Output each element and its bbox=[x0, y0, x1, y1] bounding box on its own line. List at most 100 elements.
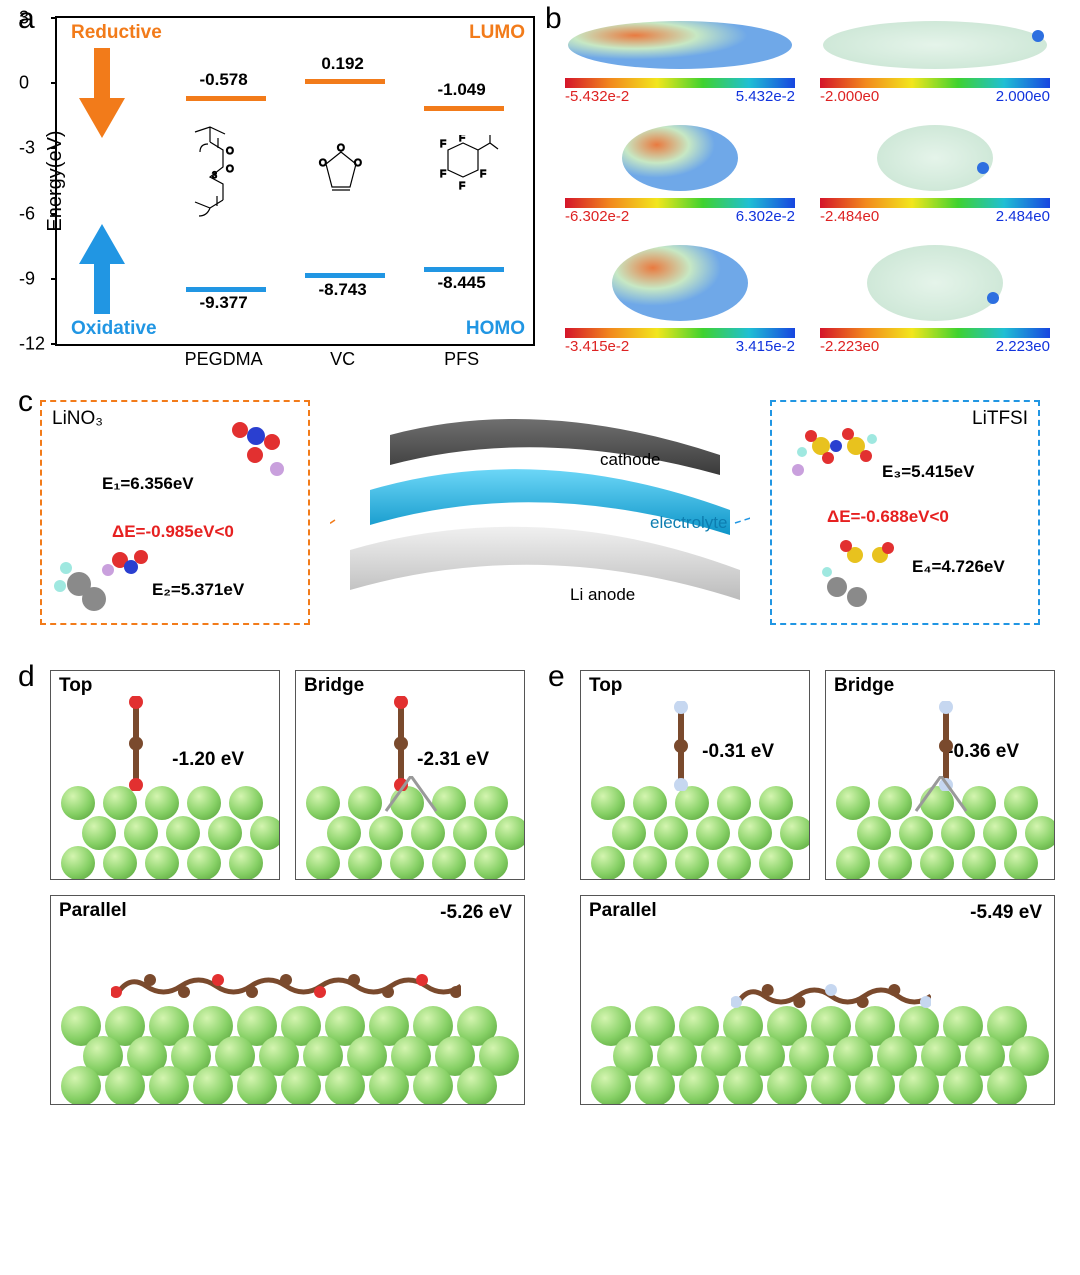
litfsi-title: LiTFSI bbox=[972, 408, 1028, 430]
lumo-label: LUMO bbox=[469, 22, 525, 44]
esp-hi: 3.415e-2 bbox=[736, 338, 795, 355]
esp-colorbar bbox=[820, 198, 1050, 208]
pegdma-structure-icon: O O 3 bbox=[190, 122, 260, 252]
e2-text: E₂=5.371eV bbox=[152, 580, 244, 600]
xtick: PEGDMA bbox=[185, 349, 263, 370]
e-top-box: Top -0.31 eV bbox=[580, 670, 810, 880]
e4-text: E₄=4.726eV bbox=[912, 557, 1005, 577]
e3-text: E₃=5.415eV bbox=[882, 462, 974, 482]
panel-label-b: b bbox=[545, 2, 562, 36]
cfg-title: Bridge bbox=[304, 675, 364, 697]
xtick: PFS bbox=[444, 349, 479, 370]
esp-lo: -2.484e0 bbox=[820, 208, 879, 225]
lino3-box: LiNO₃ E₁=6.356eV ΔE=-0.985eV<0 E₂=5.371e… bbox=[40, 400, 310, 625]
anode-label: Li anode bbox=[570, 585, 635, 605]
homo-bar bbox=[305, 273, 385, 278]
cfg-title: Top bbox=[589, 675, 622, 697]
panel-label-e: e bbox=[548, 660, 565, 694]
deltaE-text: ΔE=-0.985eV<0 bbox=[112, 522, 234, 542]
ytick: -9 bbox=[19, 268, 35, 289]
esp-lo: -2.223e0 bbox=[820, 338, 879, 355]
lumo-val: 0.192 bbox=[321, 54, 364, 74]
homo-label: HOMO bbox=[466, 318, 525, 340]
panel-b-grid: -5.432e-2 5.432e-2 -2.000e0 2.000e0 -6.302… bbox=[565, 18, 1060, 373]
reductive-arrow-icon bbox=[79, 48, 125, 138]
svg-text:O: O bbox=[226, 164, 234, 175]
homo-bar bbox=[186, 287, 266, 292]
homo-val: -9.377 bbox=[199, 293, 247, 313]
esp-hi: 5.432e-2 bbox=[736, 88, 795, 105]
svg-text:O: O bbox=[226, 146, 234, 157]
lumo-bar bbox=[424, 106, 504, 111]
deltaE-text: ΔE=-0.688eV<0 bbox=[827, 507, 949, 527]
litfsi-box: LiTFSI E₃=5.415eV ΔE=-0.688eV<0 E₄=4.726… bbox=[770, 400, 1040, 625]
esp-blob bbox=[620, 123, 740, 193]
svg-text:F: F bbox=[459, 181, 465, 192]
ytick: -3 bbox=[19, 138, 35, 159]
cfg-value: -0.31 eV bbox=[702, 741, 774, 763]
esp-blob bbox=[610, 243, 750, 323]
oxidative-arrow-icon bbox=[79, 224, 125, 314]
homo-val: -8.743 bbox=[318, 280, 366, 300]
svg-text:O: O bbox=[354, 158, 362, 169]
homo-bar bbox=[424, 267, 504, 272]
d-parallel-box: Parallel -5.26 eV bbox=[50, 895, 525, 1105]
svg-text:O: O bbox=[319, 158, 327, 169]
esp-lo: -5.432e-2 bbox=[565, 88, 629, 105]
esp-lo: -6.302e-2 bbox=[565, 208, 629, 225]
esp-colorbar bbox=[565, 198, 795, 208]
esp-blob bbox=[865, 243, 1005, 323]
vc-structure-icon: O O O bbox=[314, 142, 369, 212]
svg-text:F: F bbox=[480, 169, 486, 180]
cfg-title: Top bbox=[59, 675, 92, 697]
esp-colorbar bbox=[820, 78, 1050, 88]
pfs-structure-icon: F F F F F bbox=[428, 135, 503, 215]
svg-text:F: F bbox=[440, 169, 446, 180]
ytick: 3 bbox=[19, 8, 29, 29]
d-bridge-box: Bridge -2.31 eV bbox=[295, 670, 525, 880]
esp-blob bbox=[565, 18, 795, 73]
oxidative-label: Oxidative bbox=[71, 318, 157, 340]
cfg-value: -5.49 eV bbox=[970, 902, 1042, 924]
esp-lo: -2.000e0 bbox=[820, 88, 879, 105]
esp-colorbar bbox=[820, 328, 1050, 338]
esp-hi: 2.484e0 bbox=[996, 208, 1050, 225]
esp-hi: 2.000e0 bbox=[996, 88, 1050, 105]
svg-text:F: F bbox=[459, 135, 465, 144]
homo-val: -8.445 bbox=[437, 273, 485, 293]
esp-hi: 2.223e0 bbox=[996, 338, 1050, 355]
e1-text: E₁=6.356eV bbox=[102, 474, 194, 494]
esp-colorbar bbox=[565, 78, 795, 88]
cfg-value: -2.31 eV bbox=[417, 749, 489, 771]
svg-text:F: F bbox=[440, 139, 446, 150]
xtick: VC bbox=[330, 349, 355, 370]
lumo-bar bbox=[305, 79, 385, 84]
esp-colorbar bbox=[565, 328, 795, 338]
cfg-title: Parallel bbox=[59, 900, 127, 922]
cathode-label: cathode bbox=[600, 450, 661, 470]
lumo-val: -1.049 bbox=[437, 80, 485, 100]
svg-text:O: O bbox=[337, 143, 345, 154]
esp-blob bbox=[820, 18, 1050, 73]
d-top-box: Top -1.20 eV bbox=[50, 670, 280, 880]
esp-hi: 6.302e-2 bbox=[736, 208, 795, 225]
e-bridge-box: Bridge -0.36 eV bbox=[825, 670, 1055, 880]
cfg-value: -1.20 eV bbox=[172, 749, 244, 771]
panel-c: LiNO₃ E₁=6.356eV ΔE=-0.985eV<0 E₂=5.371e… bbox=[30, 395, 1050, 640]
esp-lo: -3.415e-2 bbox=[565, 338, 629, 355]
cfg-value: -5.26 eV bbox=[440, 902, 512, 924]
e-parallel-box: Parallel -5.49 eV bbox=[580, 895, 1055, 1105]
ytick: 0 bbox=[19, 73, 29, 94]
ytick: -12 bbox=[19, 334, 45, 355]
electrolyte-label: electrolyte bbox=[650, 513, 727, 533]
panel-a-ylabel: Energy(eV) bbox=[44, 130, 67, 231]
cfg-title: Bridge bbox=[834, 675, 894, 697]
ytick: -6 bbox=[19, 203, 35, 224]
reductive-label: Reductive bbox=[71, 22, 162, 44]
lino3-title: LiNO₃ bbox=[52, 408, 103, 430]
esp-blob bbox=[875, 123, 995, 193]
lumo-bar bbox=[186, 96, 266, 101]
panel-label-d: d bbox=[18, 660, 35, 694]
cfg-title: Parallel bbox=[589, 900, 657, 922]
panel-a-chart: Energy(eV) 3 0 -3 -6 -9 -12 PEGDMA VC PF… bbox=[55, 16, 535, 346]
